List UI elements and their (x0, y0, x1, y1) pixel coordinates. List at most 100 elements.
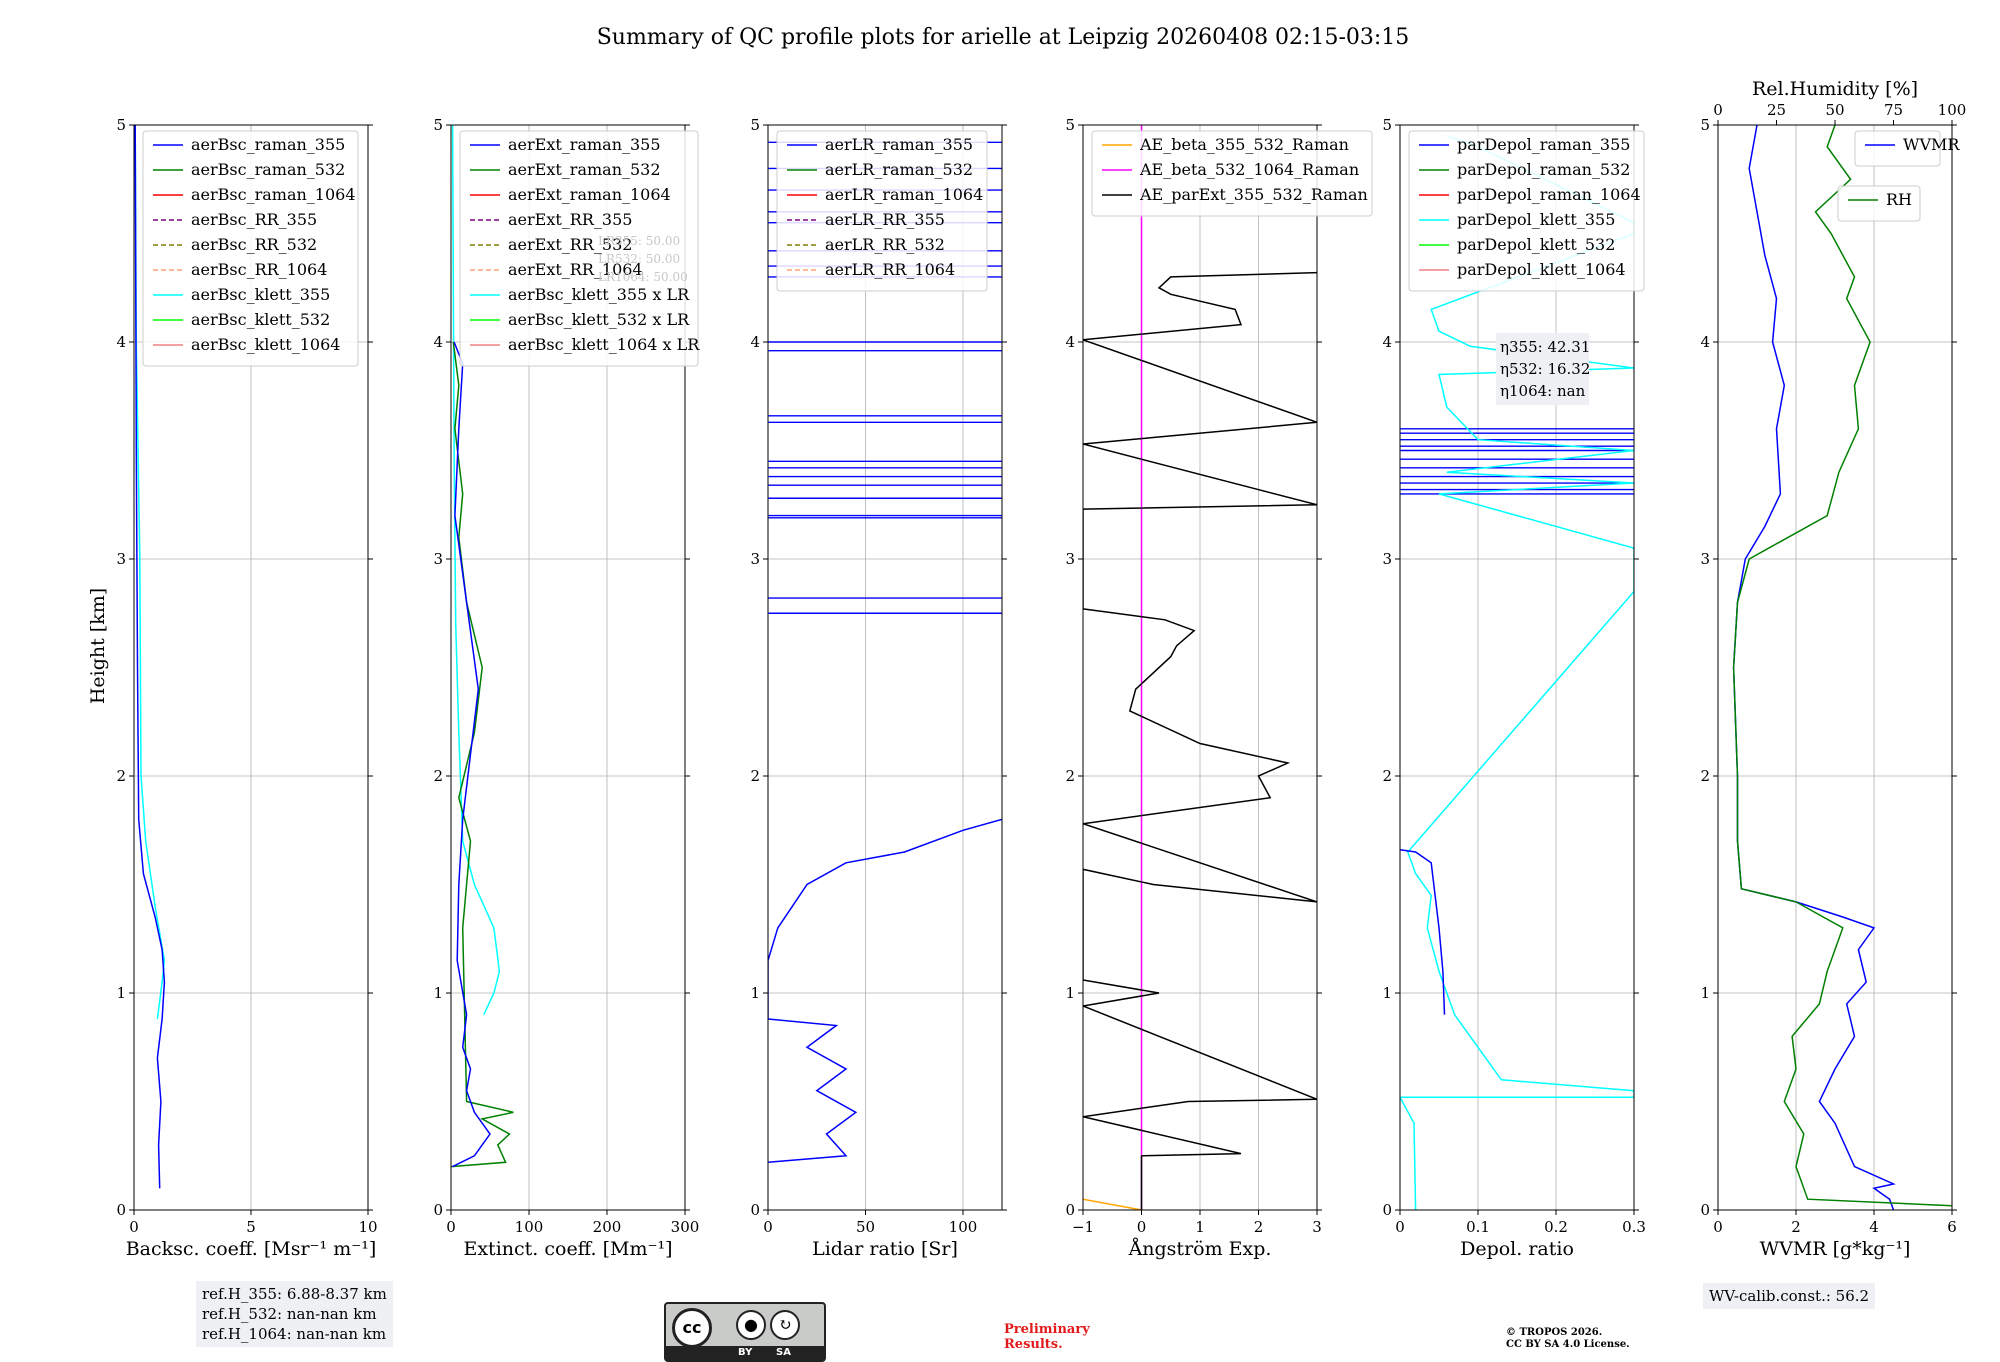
x-axis-label: Depol. ratio (1460, 1238, 1574, 1260)
sa-label: SA (776, 1347, 791, 1358)
top-x-tick-label: 100 (1938, 101, 1967, 119)
y-tick-label: 2 (1382, 767, 1392, 785)
series-line-aerLR_raman_355 (768, 818, 1002, 1164)
y-tick-label: 2 (116, 767, 126, 785)
y-tick-label: 2 (433, 767, 443, 785)
legend-box (1091, 130, 1373, 217)
legend-label: aerBsc_klett_1064 x LR (508, 335, 700, 354)
y-tick-label: 1 (1065, 984, 1075, 1002)
axes-frame (450, 124, 686, 1211)
person-icon: ● (736, 1310, 766, 1340)
y-tick-label: 0 (750, 1201, 760, 1219)
legend-label: aerBsc_raman_532 (191, 160, 345, 179)
preliminary-note: Preliminary Results. (1004, 1322, 1090, 1352)
wv-calib-box: WV-calib.const.: 56.2 (1703, 1283, 1876, 1309)
legend-label: AE_beta_532_1064_Raman (1139, 160, 1359, 179)
legend-label: aerBsc_RR_1064 (191, 260, 327, 279)
y-tick-label: 1 (1382, 984, 1392, 1002)
x-tick-label: 100 (515, 1218, 544, 1236)
legend: aerExt_raman_355 aerExt_raman_532 aerExt_r… (459, 130, 700, 367)
y-tick-label: 5 (1700, 116, 1710, 134)
copyright-note: © TROPOS 2026. CC BY SA 4.0 License. (1506, 1327, 1630, 1351)
y-tick-label: 0 (1700, 1201, 1710, 1219)
legend-label: aerBsc_RR_532 (191, 235, 317, 254)
x-tick-label: 0 (129, 1218, 139, 1236)
top-x-tick-label: 75 (1884, 101, 1903, 119)
y-axis-label: Height [km] (87, 588, 109, 704)
top-x-tick-label: 0 (1713, 101, 1723, 119)
legend-label: parDepol_klett_1064 (1457, 260, 1626, 279)
series-line-RH (1732, 125, 1952, 1207)
y-tick-label: 3 (433, 550, 443, 568)
series-line-aerBsc_klett_355 (134, 125, 166, 1020)
x-tick-label: 2 (1791, 1218, 1801, 1236)
x-tick-label: 0.1 (1466, 1218, 1490, 1236)
x-tick-label: 2 (1254, 1218, 1264, 1236)
panel-lidar_ratio: 0 50 100 0 1 2 3 4 5 Lidar ratio [Sr] aerLR_raman_… (750, 116, 1007, 1260)
legend-label: aerBsc_klett_1064 (191, 335, 340, 354)
x-tick-label: −1 (1072, 1218, 1094, 1236)
lr-annotation: LR355: 50.00 (598, 234, 680, 248)
top-x-tick-label: 25 (1767, 101, 1786, 119)
cc-circle-icon: cc (672, 1308, 712, 1348)
y-tick-label: 0 (116, 1201, 126, 1219)
x-tick-label: 0 (1395, 1218, 1405, 1236)
legend-label: parDepol_raman_355 (1457, 135, 1630, 154)
y-tick-label: 3 (1065, 550, 1075, 568)
x-axis-label: Backsc. coeff. [Msr⁻¹ m⁻¹] (126, 1238, 377, 1260)
y-tick-label: 4 (1382, 333, 1392, 351)
lr-annotation: LR532: 50.00 (598, 252, 680, 266)
series-line-WVMR (1732, 125, 1896, 1210)
x-tick-label: 3 (1312, 1218, 1322, 1236)
legend: aerLR_raman_355 aerLR_raman_532 aerLR_rama… (776, 130, 988, 292)
legend-label: parDepol_raman_532 (1457, 160, 1630, 179)
y-tick-label: 3 (750, 550, 760, 568)
top-x-tick-label: 50 (1825, 101, 1844, 119)
legend: parDepol_raman_355 parDepol_raman_532 parD… (1408, 130, 1645, 292)
legend-label: aerLR_raman_1064 (825, 185, 983, 204)
legend-label: aerExt_RR_1064 (508, 260, 643, 279)
series-line-parDepol_klett_355 (1400, 135, 1634, 1210)
ref-height-1064: ref.H_1064: nan-nan km (202, 1325, 387, 1343)
legend-label: RH (1886, 190, 1912, 209)
panel-water_vapor: 0 2 4 6 0 1 2 3 4 5 WVMR [g*kg⁻¹] 0 25 50 75 100 Rel.Hum… (1700, 78, 1966, 1260)
x-axis-label: WVMR [g*kg⁻¹] (1760, 1238, 1911, 1260)
y-tick-label: 3 (1382, 550, 1392, 568)
by-label: BY (738, 1347, 753, 1358)
x-tick-label: 0 (1137, 1218, 1147, 1236)
legend-box (776, 130, 988, 292)
x-tick-label: 50 (856, 1218, 875, 1236)
panel-extinction: 0 100 200 300 0 1 2 3 4 5 Extinct. coeff. [Mm⁻¹] ae… (433, 116, 700, 1260)
y-tick-label: 2 (1700, 767, 1710, 785)
legend-label: aerLR_raman_355 (825, 135, 973, 154)
legend-box (1837, 185, 1921, 222)
axes-frame (767, 124, 1003, 1211)
ref-height-355: ref.H_355: 6.88-8.37 km (202, 1285, 387, 1303)
legend-label: aerLR_raman_532 (825, 160, 973, 179)
panel-depolarization: 0 0.1 0.2 0.3 0 1 2 3 4 5 Depol. ratio parDepol_ram… (1382, 116, 1645, 1260)
y-tick-label: 0 (433, 1201, 443, 1219)
preliminary-line-2: Results. (1004, 1337, 1063, 1352)
legend-label: aerLR_RR_355 (825, 210, 945, 229)
legend-label: aerLR_RR_532 (825, 235, 945, 254)
series-line-aerExt_raman_532 (451, 341, 514, 1168)
y-tick-label: 1 (116, 984, 126, 1002)
legend-box (459, 130, 699, 367)
figure-title: Summary of QC profile plots for arielle … (597, 25, 1410, 50)
y-tick-label: 4 (433, 333, 443, 351)
x-tick-label: 10 (358, 1218, 377, 1236)
x-axis-label: Ångström Exp. (1128, 1238, 1272, 1260)
x-tick-label: 300 (671, 1218, 700, 1236)
legend: AE_beta_355_532_Raman AE_beta_532_1064_Ra… (1091, 130, 1373, 217)
y-tick-label: 4 (1065, 333, 1075, 351)
legend-box (1854, 130, 1941, 167)
legend-wvmr: WVMR (1854, 130, 1960, 167)
x-axis-label: Lidar ratio [Sr] (812, 1238, 958, 1260)
x-tick-label: 6 (1947, 1218, 1957, 1236)
y-tick-label: 1 (433, 984, 443, 1002)
x-tick-label: 0 (1713, 1218, 1723, 1236)
x-tick-label: 0.2 (1544, 1218, 1568, 1236)
eta-line: η355: 42.31 (1500, 338, 1590, 356)
legend-label: aerExt_RR_355 (508, 210, 632, 229)
